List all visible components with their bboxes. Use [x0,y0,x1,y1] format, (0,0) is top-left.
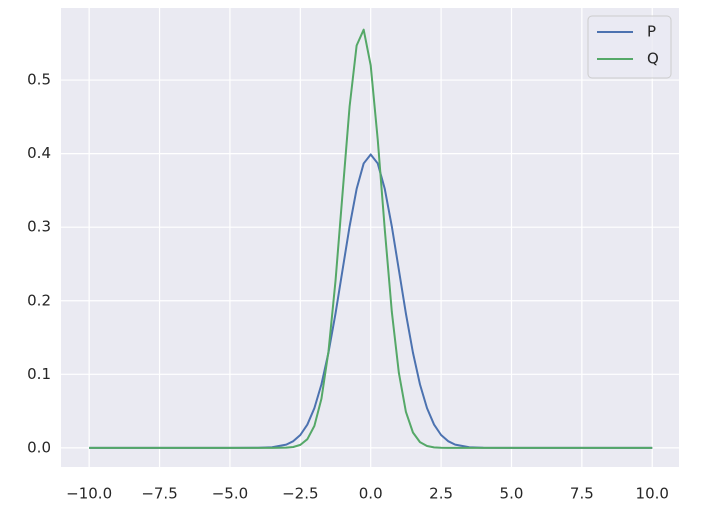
x-tick-label: 2.5 [429,485,453,503]
x-tick-label: 7.5 [570,485,594,503]
x-tick-label: −7.5 [141,485,177,503]
legend-label: Q [647,50,659,68]
line-series [89,153,653,449]
y-tick-label: 0.1 [27,365,51,383]
legend-label: P [647,23,656,41]
x-tick-label: −5.0 [212,485,248,503]
plot-area [61,8,679,467]
y-tick-label: 0.4 [27,144,51,162]
x-tick-label: 10.0 [636,485,669,503]
y-tick-label: 0.2 [27,291,51,309]
y-tick-label: 0.5 [27,71,51,89]
x-tick-label: −10.0 [66,485,112,503]
y-tick-label: 0.0 [27,438,51,456]
x-tick-label: 5.0 [500,485,524,503]
legend-box [587,15,672,79]
x-tick-label: 0.0 [359,485,383,503]
y-tick-label: 0.3 [27,218,51,236]
legend: PQ [587,15,672,79]
line-series [89,28,653,449]
x-tick-label: −2.5 [282,485,318,503]
